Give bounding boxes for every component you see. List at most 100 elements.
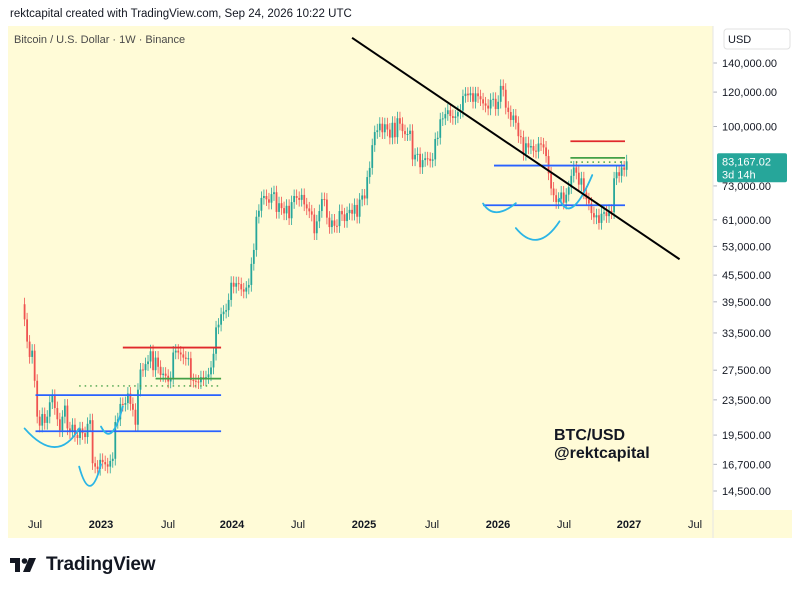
time-tick-label: Jul: [425, 519, 439, 531]
candle-body: [358, 199, 361, 217]
candle-body: [449, 110, 452, 117]
candle-body: [210, 367, 212, 375]
candle: [605, 205, 608, 223]
candle: [275, 185, 278, 219]
chart-container[interactable]: Bitcoin / U.S. Dollar · 1W · Binance USD…: [8, 26, 792, 538]
candle: [504, 83, 507, 115]
candle-body: [338, 211, 341, 227]
candle: [61, 410, 64, 438]
candle-body: [613, 178, 615, 213]
candle-body: [484, 103, 487, 106]
candle-body: [257, 210, 260, 217]
candle: [89, 413, 91, 431]
candle-body: [303, 194, 306, 205]
candle: [519, 129, 522, 144]
curves-layer: [23, 174, 594, 487]
candle: [106, 457, 109, 474]
candle-body: [283, 208, 285, 214]
candle: [598, 208, 600, 230]
candle-body: [56, 408, 59, 420]
price-tick-label: 120,000.00: [722, 87, 777, 99]
candle-body: [137, 389, 139, 425]
btc-weekly-chart[interactable]: Bitcoin / U.S. Dollar · 1W · Binance USD…: [8, 26, 792, 538]
candle-body: [325, 199, 328, 218]
candle: [444, 107, 447, 126]
candle: [517, 116, 520, 143]
candle-body: [391, 122, 394, 138]
candle: [421, 153, 424, 174]
candle: [111, 452, 114, 468]
candle: [532, 139, 535, 158]
candle: [341, 204, 343, 222]
candle: [129, 387, 132, 411]
candle: [333, 213, 336, 233]
candle: [147, 354, 149, 371]
candle-body: [159, 366, 162, 376]
candle-body: [441, 118, 444, 120]
candle: [580, 171, 583, 192]
time-axis[interactable]: [8, 510, 792, 538]
candle: [368, 161, 371, 184]
candle: [454, 109, 457, 125]
candle-body: [489, 99, 492, 109]
candle: [449, 103, 452, 123]
candle-body: [409, 130, 411, 135]
candle: [94, 456, 97, 474]
candle: [157, 351, 160, 374]
candle-body: [121, 403, 124, 405]
price-axis[interactable]: [713, 26, 792, 538]
candle-body: [162, 373, 165, 376]
candle-body: [346, 213, 348, 222]
candle: [514, 109, 517, 130]
candle-body: [429, 158, 432, 161]
candle: [328, 211, 331, 234]
candle-body: [472, 93, 474, 102]
candle: [446, 103, 449, 121]
candle: [572, 160, 575, 183]
candle: [179, 346, 182, 362]
plot-area[interactable]: [8, 26, 713, 510]
candle: [378, 117, 381, 138]
candle-body: [63, 405, 66, 417]
candle-body: [550, 173, 553, 189]
candle: [189, 351, 192, 387]
candle: [353, 198, 356, 221]
footer-branding: TradingView: [10, 554, 156, 576]
candle: [137, 383, 139, 432]
candle-body: [76, 435, 79, 439]
candle-body: [275, 192, 278, 212]
candle-body: [557, 198, 560, 203]
candle: [441, 111, 444, 127]
candle: [436, 131, 439, 146]
candle-body: [33, 350, 36, 381]
candle: [313, 208, 316, 241]
price-tick-label: 39,500.00: [722, 297, 771, 309]
candle: [525, 136, 527, 161]
candle: [484, 96, 487, 113]
candle-body: [28, 341, 31, 357]
candle: [164, 367, 167, 383]
candle: [386, 117, 389, 137]
candle: [434, 132, 437, 167]
candle-body: [36, 380, 39, 417]
candle-body: [464, 93, 467, 97]
candle: [502, 79, 505, 97]
candle: [124, 396, 127, 412]
candle-body: [285, 205, 288, 214]
candle: [356, 198, 359, 224]
candle: [300, 188, 303, 207]
candle: [192, 373, 195, 388]
currency-button[interactable]: [723, 28, 791, 50]
candle-body: [414, 154, 416, 160]
candle: [46, 410, 49, 430]
candle: [240, 277, 243, 297]
candle-body: [560, 192, 563, 199]
candle: [424, 151, 427, 167]
candle: [414, 148, 416, 167]
candle-body: [512, 115, 515, 121]
candle-body: [376, 130, 379, 133]
candle: [184, 351, 187, 366]
descending-trendline: [351, 36, 681, 261]
candle-body: [320, 199, 323, 212]
candle: [467, 87, 469, 102]
